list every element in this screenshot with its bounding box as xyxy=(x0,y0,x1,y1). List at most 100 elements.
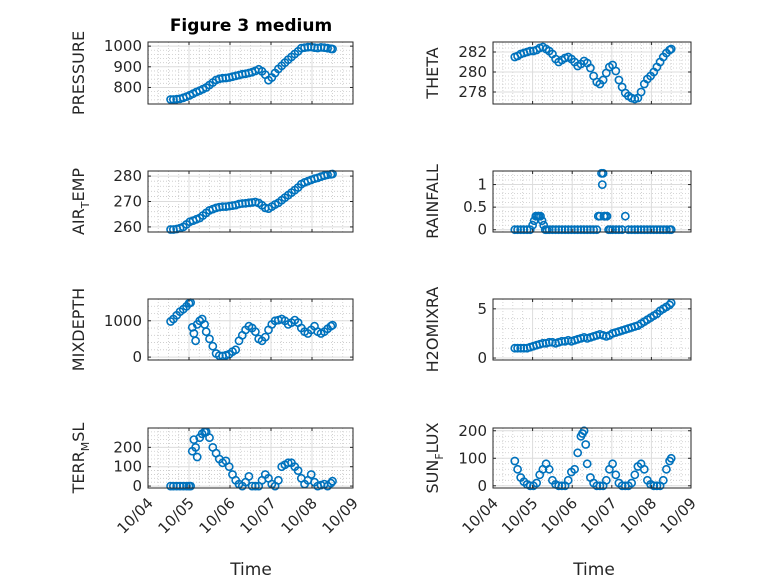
data-point xyxy=(639,225,649,235)
subplot-theta: 278 280 282 THETA xyxy=(423,41,692,105)
data-point xyxy=(192,452,202,462)
y-tick-label: 800 xyxy=(113,78,142,96)
data-point xyxy=(579,225,589,235)
x-tick-label: 10/06 xyxy=(196,494,239,537)
data-point xyxy=(576,225,586,235)
data-point xyxy=(598,168,608,178)
data-point xyxy=(528,220,537,230)
data-point xyxy=(611,470,621,480)
data-point xyxy=(586,225,595,235)
data-point xyxy=(617,225,627,235)
y-axis-label: PRESSURE xyxy=(69,31,88,115)
data-point xyxy=(536,211,545,221)
data-point xyxy=(224,462,234,472)
data-point xyxy=(510,456,520,466)
x-tick-label: 10/07 xyxy=(237,494,280,537)
y-tick-label: 1000 xyxy=(104,37,142,55)
y-axis-label: SUNFLUX xyxy=(423,422,446,493)
data-point xyxy=(250,481,260,491)
data-point xyxy=(636,225,646,235)
y-axis-label: TERRMSL xyxy=(69,423,92,495)
data-point xyxy=(586,63,595,73)
data-point xyxy=(208,341,218,351)
axes-frame xyxy=(147,298,354,361)
data-point xyxy=(513,343,522,353)
data-point xyxy=(557,225,567,235)
y-tick-label: 1 xyxy=(477,176,487,194)
data-point xyxy=(544,464,554,474)
data-point xyxy=(551,225,560,235)
data-point xyxy=(554,225,564,235)
x-tick-label: 10/07 xyxy=(577,494,620,537)
data-point xyxy=(186,481,195,491)
axes-frame xyxy=(147,427,354,489)
data-point xyxy=(522,225,532,235)
data-point xyxy=(205,433,214,443)
data-point xyxy=(516,225,526,235)
data-point xyxy=(665,300,674,310)
subplot-rainfall: 0 0.5 1 RAINFALL xyxy=(423,164,692,239)
data-point xyxy=(328,320,337,330)
data-point xyxy=(260,332,270,342)
data-point xyxy=(544,225,554,235)
subplot-mixdepth: 0 1000 MIXDEPTH xyxy=(69,288,354,371)
data-point xyxy=(627,225,636,235)
axes-frame xyxy=(492,298,692,361)
y-tick-label: 900 xyxy=(113,58,142,76)
data-point xyxy=(201,327,211,337)
data-point xyxy=(293,466,303,475)
data-point xyxy=(570,225,579,235)
data-point xyxy=(191,442,200,452)
data-point xyxy=(554,481,564,491)
data-point xyxy=(633,225,643,235)
x-tick-label: 10/04 xyxy=(114,494,157,537)
data-point xyxy=(630,225,640,235)
data-point xyxy=(166,95,175,104)
data-point xyxy=(525,225,535,235)
data-point xyxy=(328,44,337,54)
x-axis-label-right: Time xyxy=(572,560,615,580)
x-tick-label: 10/09 xyxy=(657,494,700,537)
data-point xyxy=(581,440,591,449)
data-point xyxy=(611,66,621,76)
data-point xyxy=(582,225,592,235)
subplot-pressure: 800 900 1000 PRESSURE xyxy=(69,31,354,115)
data-point xyxy=(567,225,576,235)
data-point xyxy=(326,478,336,488)
data-point xyxy=(627,478,636,488)
x-tick-label: 10/05 xyxy=(155,494,198,537)
y-axis-label: AIRTEMP xyxy=(69,168,92,235)
y-tick-label: 0 xyxy=(477,349,487,367)
data-point xyxy=(652,481,662,491)
data-point xyxy=(617,481,627,491)
data-point xyxy=(250,327,260,337)
y-axis-label: THETA xyxy=(423,47,442,99)
data-point xyxy=(532,478,541,488)
data-point xyxy=(328,476,337,486)
data-point xyxy=(166,225,175,234)
y-tick-label: 100 xyxy=(458,449,487,467)
subplot-h2omixra: 0 5 H2OMIXRA xyxy=(423,287,692,372)
y-tick-label: 0 xyxy=(477,221,487,239)
data-point xyxy=(614,225,624,235)
data-point xyxy=(601,475,611,485)
x-axis-label-left: Time xyxy=(229,560,272,580)
y-tick-label: 200 xyxy=(458,422,487,440)
y-tick-label: 270 xyxy=(113,193,142,211)
y-tick-label: 280 xyxy=(113,167,142,185)
y-tick-label: 200 xyxy=(113,438,142,456)
figure-title: Figure 3 medium xyxy=(170,16,332,36)
data-point xyxy=(658,475,668,485)
data-point xyxy=(666,225,676,235)
data-point xyxy=(166,481,175,491)
data-point xyxy=(328,169,337,179)
data-point xyxy=(582,459,592,469)
data-point xyxy=(646,225,655,235)
data-point xyxy=(598,75,608,85)
data-point xyxy=(666,44,676,54)
data-point xyxy=(519,225,529,235)
data-point xyxy=(655,225,665,235)
